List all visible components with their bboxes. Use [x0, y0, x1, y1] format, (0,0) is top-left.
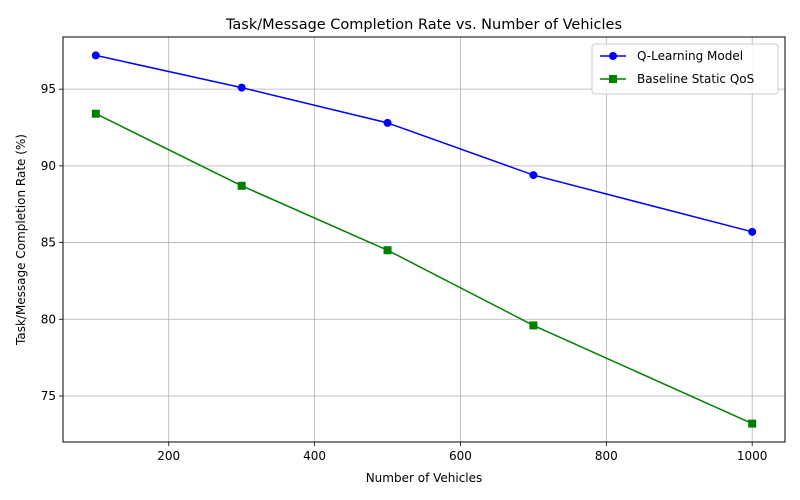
x-tick-label: 200 — [157, 449, 180, 463]
grid — [63, 37, 785, 442]
x-tick-label: 400 — [303, 449, 326, 463]
data-point-1-0 — [91, 109, 100, 118]
legend-label-q-learning: Q-Learning Model — [637, 49, 743, 63]
data-point-1-2 — [383, 246, 392, 255]
data-point-1-1 — [237, 181, 246, 190]
legend-marker-baseline — [609, 75, 617, 83]
legend-marker-q-learning — [609, 52, 617, 60]
data-point-0-2 — [383, 118, 392, 127]
y-axis: 75 80 85 90 95 — [41, 82, 63, 403]
y-tick-label: 95 — [41, 82, 56, 96]
data-point-0-3 — [529, 171, 538, 180]
series-layer — [91, 51, 757, 428]
legend-box — [591, 43, 779, 95]
chart-title: Task/Message Completion Rate vs. Number … — [225, 17, 622, 33]
plot-area-frame — [62, 36, 786, 443]
legend: Q-Learning Model Baseline Static QoS — [591, 43, 779, 95]
data-point-1-4 — [748, 419, 757, 428]
y-tick-label: 85 — [41, 236, 56, 250]
y-tick-label: 80 — [41, 312, 56, 326]
data-point-0-1 — [237, 83, 246, 92]
series-line-1 — [95, 113, 753, 425]
y-tick-label: 75 — [41, 389, 56, 403]
data-point-0-4 — [748, 227, 757, 236]
legend-label-baseline: Baseline Static QoS — [637, 72, 754, 86]
y-tick-label: 90 — [41, 159, 56, 173]
x-tick-label: 1000 — [737, 449, 768, 463]
x-axis: 200 400 600 800 1000 — [157, 442, 767, 463]
x-axis-title: Number of Vehicles — [366, 471, 483, 485]
x-tick-label: 600 — [449, 449, 472, 463]
data-point-0-0 — [91, 51, 100, 60]
y-axis-title: Task/Message Completion Rate (%) — [14, 134, 28, 346]
x-tick-label: 800 — [595, 449, 618, 463]
data-point-1-3 — [529, 321, 538, 330]
